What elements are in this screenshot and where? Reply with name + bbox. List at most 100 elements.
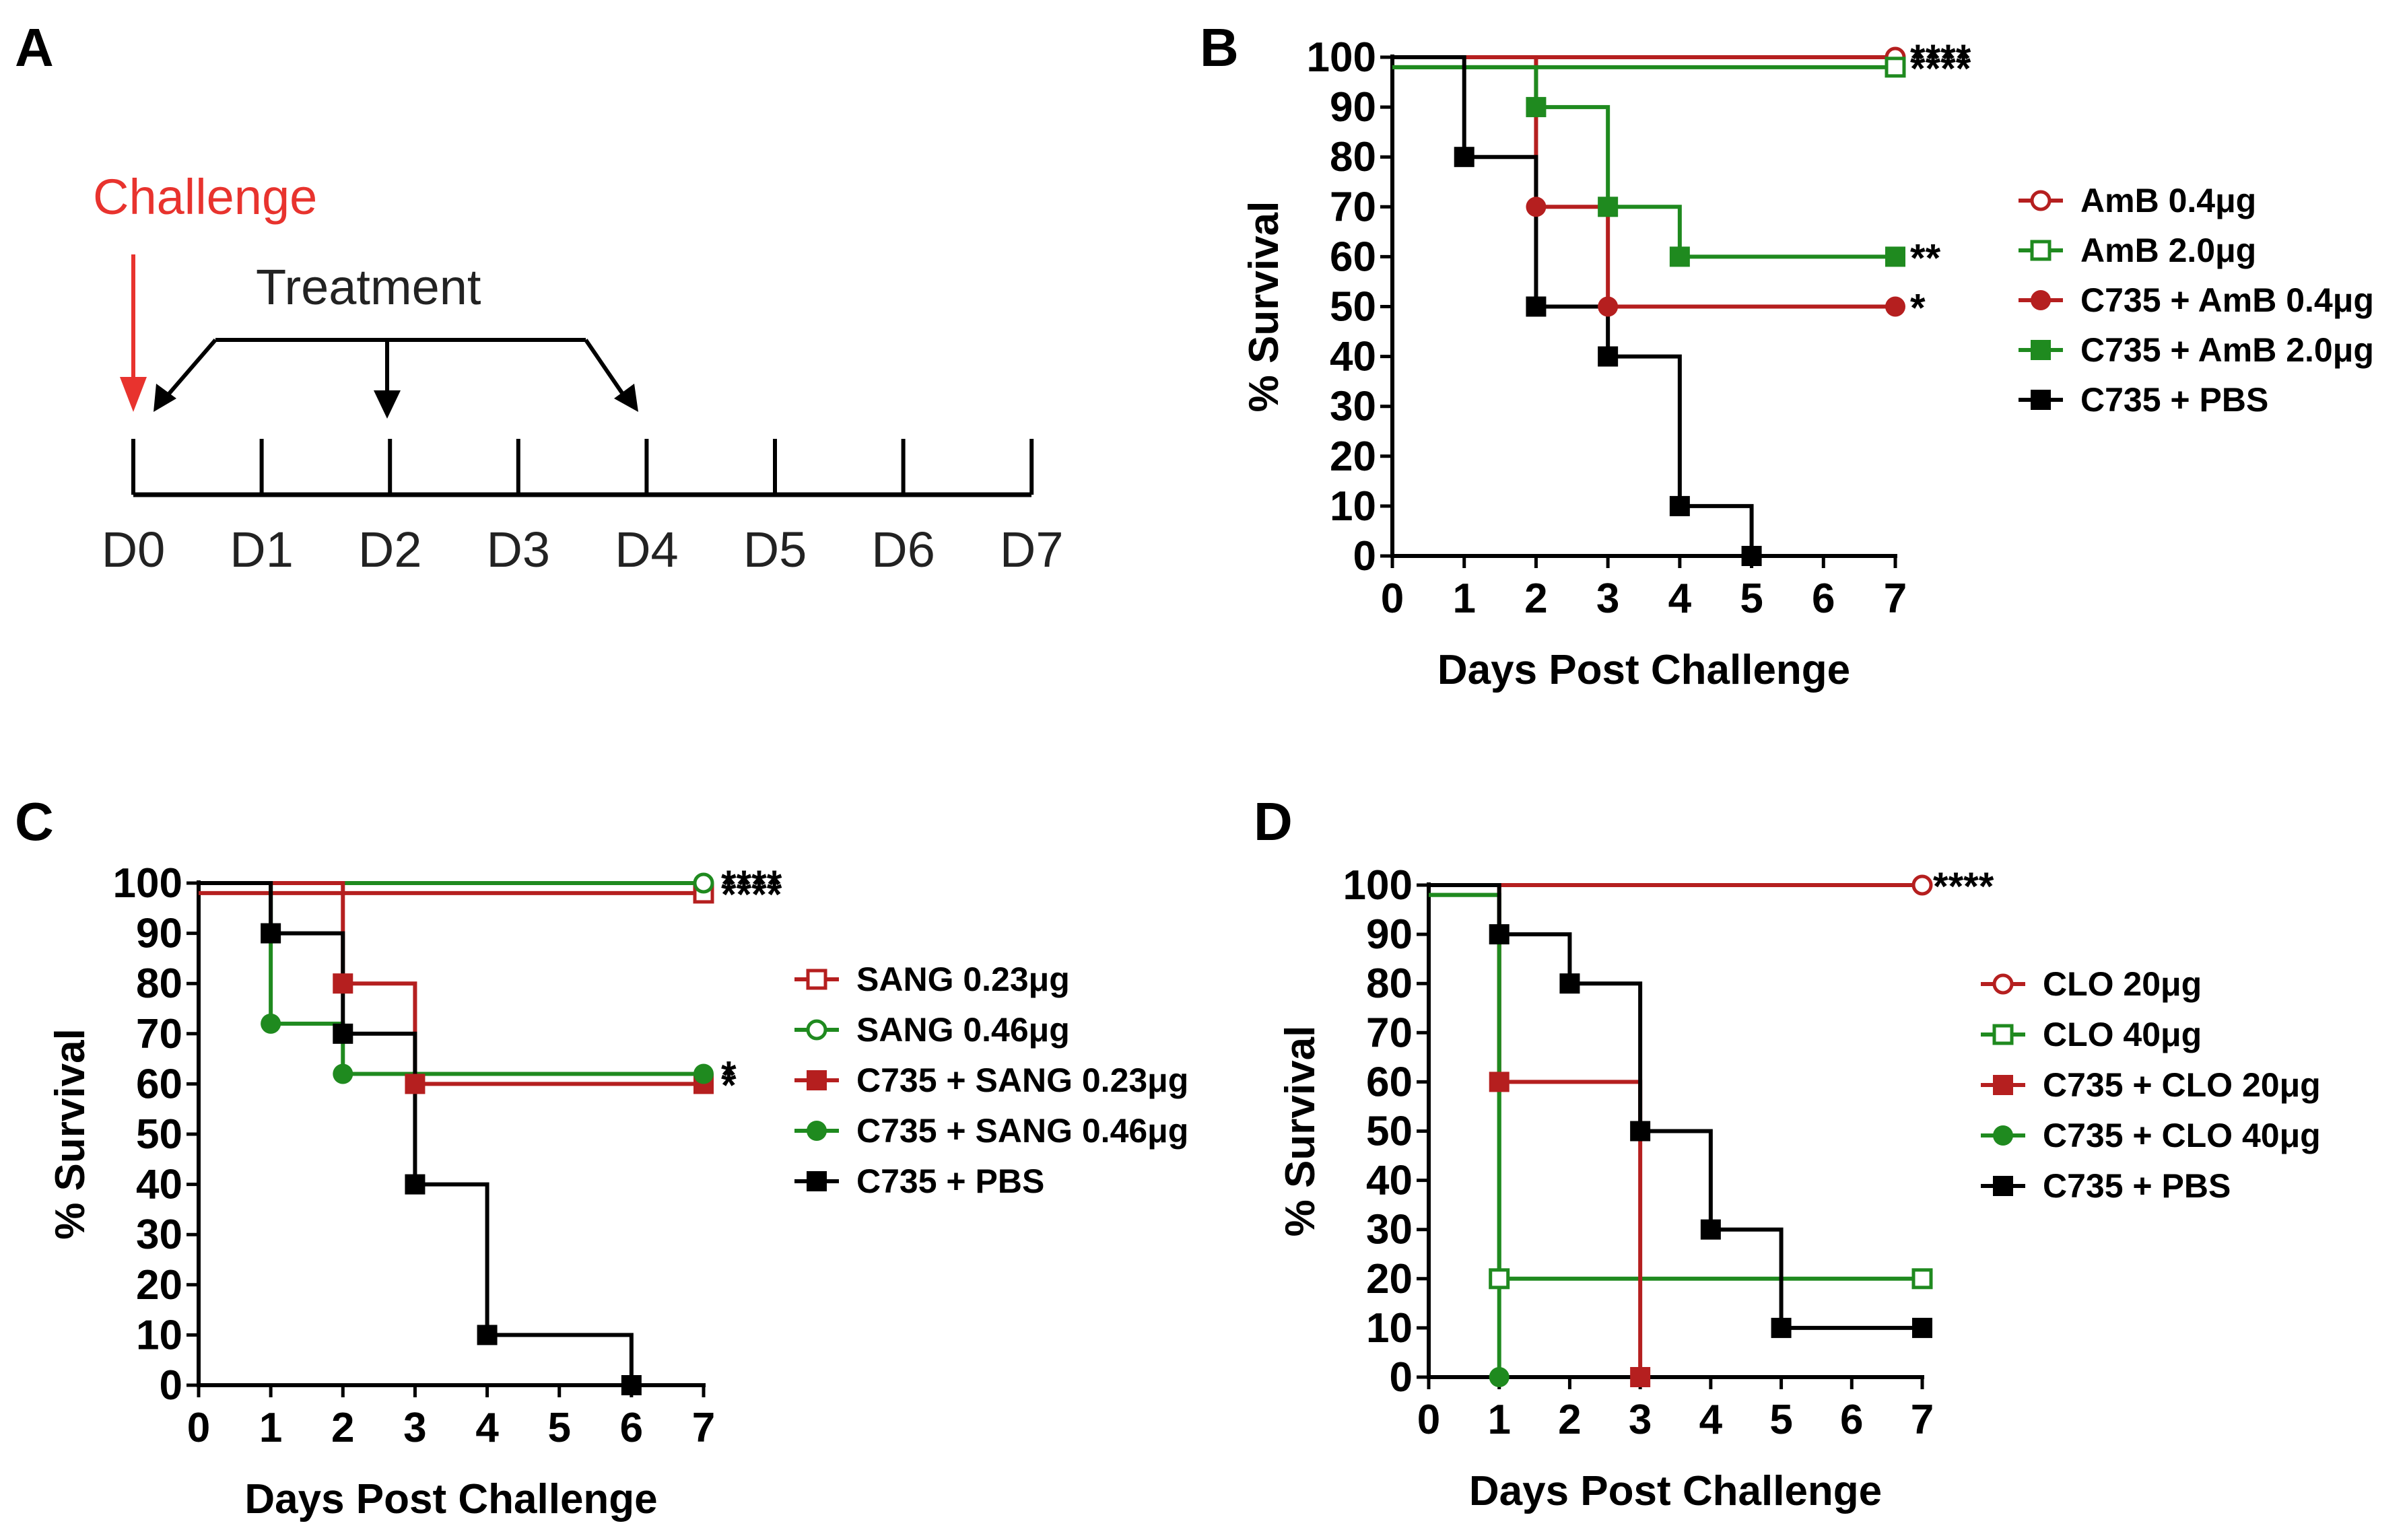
survival-marker [1771,1317,1792,1338]
x-tick-label: 2 [1558,1397,1581,1443]
y-tick-label: 80 [1366,960,1413,1007]
survival-marker [621,1375,642,1395]
x-tick-label: 3 [403,1405,426,1451]
y-tick-label: 70 [1366,1010,1413,1056]
legend-label: SANG 0.23μg [856,960,1070,998]
treatment-arrowhead-d2 [374,390,401,419]
timeline-day-label: D5 [743,522,807,578]
legend-marker [1992,973,2014,995]
survival-marker [405,1074,426,1094]
legend-label: C735 + PBS [2043,1167,2231,1205]
survival-marker [1912,1317,1932,1338]
legend-marker [1993,1176,2013,1196]
survival-marker [261,923,281,944]
y-tick-label: 70 [1330,184,1376,230]
significance-label: **** [721,863,782,907]
y-tick-label: 0 [1390,1354,1413,1401]
y-axis-title: % Survival [1277,1026,1324,1237]
survival-marker [1598,346,1619,367]
x-axis-title: Days Post Challenge [1469,1468,1882,1514]
survival-marker [1598,296,1619,317]
legend-marker [1993,1125,2013,1146]
y-tick-label: 60 [1330,234,1376,280]
y-tick-label: 10 [1366,1305,1413,1352]
significance-label: ** [1910,236,1941,280]
legend-label: CLO 40μg [2043,1016,2202,1053]
survival-marker [1630,1367,1651,1387]
y-tick-label: 90 [136,911,182,957]
legend-marker [807,1171,827,1191]
y-tick-label: 30 [1330,384,1376,430]
x-axis-title: Days Post Challenge [1437,647,1850,693]
legend-label: C735 + CLO 40μg [2043,1117,2321,1154]
legend-label: AmB 2.0μg [2080,232,2256,269]
legend-marker [2031,340,2051,360]
survival-marker [1911,1268,1933,1290]
x-tick-label: 6 [1840,1397,1863,1443]
panel-letter-a: A [15,18,54,77]
survival-marker [693,1063,714,1084]
survival-curve [1429,893,1501,1377]
x-axis-title: Days Post Challenge [244,1476,657,1523]
survival-marker [1489,1268,1510,1290]
legend-label: C735 + PBS [856,1162,1044,1200]
legend-label: CLO 20μg [2043,965,2202,1003]
survival-marker [1741,546,1762,566]
survival-marker [261,1013,281,1034]
survival-curve [199,881,634,1385]
x-tick-label: 1 [259,1405,282,1451]
timeline-day-label: D4 [615,522,679,578]
timeline-day-label: D2 [358,522,422,578]
survival-marker [1559,973,1580,994]
survival-curve [199,881,704,1086]
survival-marker [1885,296,1905,317]
survival-marker [1526,296,1547,317]
survival-marker [1526,197,1547,217]
y-tick-label: 50 [1330,284,1376,330]
legend-marker [2031,290,2051,310]
y-tick-label: 50 [1366,1109,1413,1155]
legend-label: C735 + SANG 0.46μg [856,1112,1188,1150]
x-tick-label: 3 [1629,1397,1652,1443]
x-tick-label: 0 [1381,575,1404,622]
legend-marker [807,1121,827,1141]
timeline-day-label: D6 [871,522,935,578]
y-tick-label: 10 [1330,483,1376,530]
survival-marker [1885,246,1905,267]
x-tick-label: 3 [1596,575,1619,622]
legend-marker [806,1019,827,1041]
survival-marker [1526,97,1547,118]
survival-marker [405,1174,426,1195]
y-axis-title: % Survival [47,1028,94,1240]
y-tick-label: 20 [1330,433,1376,480]
legend-marker [1993,1075,2013,1095]
y-tick-label: 100 [1307,34,1376,81]
survival-marker [477,1325,498,1345]
x-tick-label: 7 [692,1405,715,1451]
survival-marker [1911,874,1933,896]
legend-marker [2030,240,2052,261]
panel-letter-b: B [1200,18,1239,77]
treatment-arrowhead-d4 [614,384,638,412]
legend-label: SANG 0.46μg [856,1011,1070,1049]
y-tick-label: 30 [1366,1207,1413,1253]
legend-label: C735 + CLO 20μg [2043,1066,2321,1104]
timeline-panel: Challenge Treatment D0 D1 D2 D3 D4 D5 D6 D7 [93,169,1064,578]
x-tick-label: 1 [1452,575,1475,622]
x-tick-label: 6 [1812,575,1835,622]
survival-marker [1630,1121,1651,1142]
y-tick-label: 80 [1330,134,1376,180]
legend-marker [2031,390,2051,410]
treatment-label: Treatment [256,259,481,315]
timeline-day-label: D3 [486,522,550,578]
y-tick-label: 0 [160,1362,182,1409]
significance-label: **** [1933,865,1994,909]
y-tick-label: 70 [136,1011,182,1057]
survival-marker [1669,495,1690,516]
y-tick-label: 90 [1330,84,1376,131]
survival-marker [333,1023,353,1044]
survival-curve [1429,883,1922,1330]
y-tick-label: 60 [136,1061,182,1107]
